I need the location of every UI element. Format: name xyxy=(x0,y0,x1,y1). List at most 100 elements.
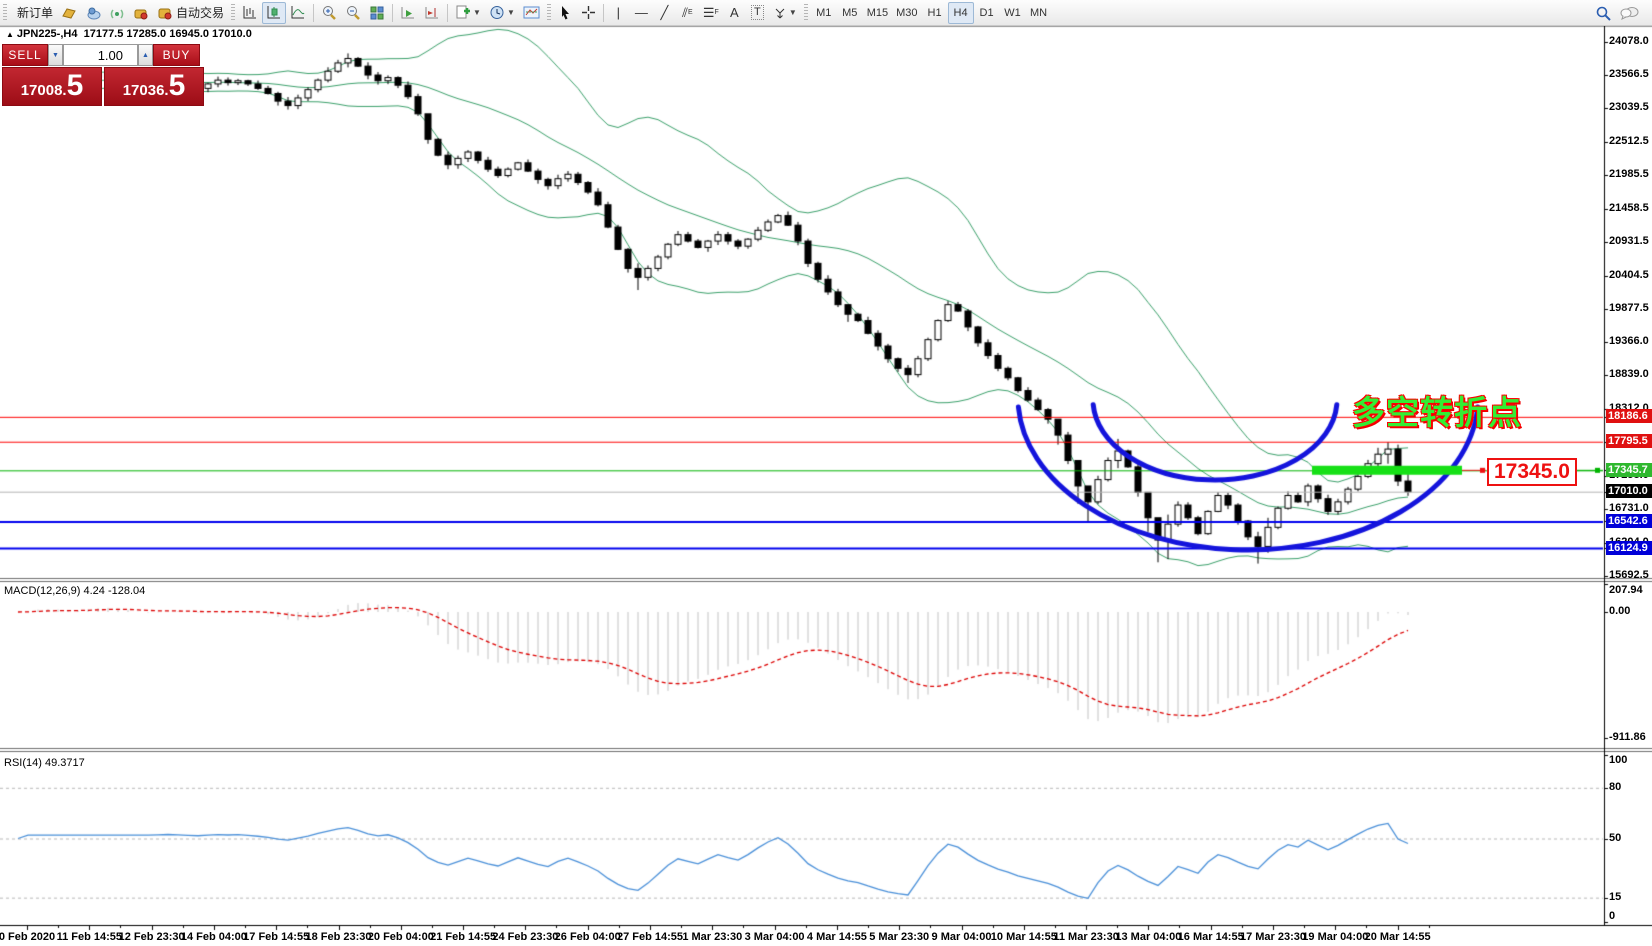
community-button[interactable] xyxy=(81,2,105,24)
new-chart-button[interactable]: ▼ xyxy=(451,2,485,24)
time-axis-label: 20 Mar 14:55 xyxy=(1364,931,1431,943)
crosshair-icon xyxy=(581,6,595,19)
chat-icon xyxy=(1620,7,1639,20)
zoom-out-button[interactable] xyxy=(341,2,365,24)
signals-icon xyxy=(110,9,124,18)
line-chart-button[interactable] xyxy=(286,2,310,24)
time-axis-label: 1 Mar 23:30 xyxy=(682,931,743,943)
signals-button[interactable] xyxy=(105,2,129,24)
toolbar-grip[interactable] xyxy=(231,3,236,22)
price-level-label: 18186.6 xyxy=(1606,409,1652,424)
trendline-tool-button[interactable]: ╱ xyxy=(653,2,676,24)
candlestick-chart-button[interactable] xyxy=(262,1,287,24)
price-tick-label: 19366.0 xyxy=(1609,334,1649,347)
timeframe-button-m1[interactable]: M1 xyxy=(811,2,837,24)
sell-price-big-digit: 5 xyxy=(66,69,84,102)
price-tick-label: 20404.5 xyxy=(1609,268,1649,281)
rsi-tick-label: 50 xyxy=(1609,831,1622,844)
auto-scroll-button[interactable] xyxy=(396,2,420,24)
toolbar-grip[interactable] xyxy=(546,3,551,22)
rsi-value: 49.3717 xyxy=(44,757,85,769)
sell-price-display[interactable]: 17008. 5 xyxy=(2,67,102,106)
rsi-tick-label: 15 xyxy=(1609,890,1622,903)
time-axis-label: 14 Feb 04:00 xyxy=(180,931,247,943)
market-button[interactable] xyxy=(129,2,153,24)
rsi-tick-label: 80 xyxy=(1609,780,1622,793)
price-tick-label: 21985.5 xyxy=(1609,168,1649,181)
search-button[interactable] xyxy=(1591,2,1616,24)
macd-tick-label: 0.00 xyxy=(1609,605,1631,617)
time-axis-label: 11 Mar 23:30 xyxy=(1053,931,1119,943)
crosshair-button[interactable] xyxy=(577,2,600,24)
price-tick-label: 24078.0 xyxy=(1609,35,1649,48)
timeframe-button-h4[interactable]: H4 xyxy=(947,1,974,24)
arrow-shapes-icon xyxy=(775,8,785,18)
macd-title: MACD(12,26,9) xyxy=(4,585,81,597)
autotrading-button[interactable]: 自动交易 xyxy=(153,2,228,24)
time-axis-label: 27 Feb 14:55 xyxy=(616,931,684,943)
timeframe-button-m30[interactable]: M30 xyxy=(892,2,921,24)
cursor-icon xyxy=(562,6,570,20)
chat-button[interactable] xyxy=(1616,2,1644,24)
rsi-tick-label: 100 xyxy=(1609,754,1628,766)
time-axis-label: 9 Mar 04:00 xyxy=(931,931,992,943)
arrows-tool-button[interactable]: ▼ xyxy=(769,2,801,24)
volume-increase-button[interactable]: ▲ xyxy=(138,44,153,66)
horizontal-line-tool-button[interactable]: — xyxy=(630,2,653,24)
chevron-down-icon: ▼ xyxy=(506,8,515,17)
price-level-label: 17795.5 xyxy=(1606,434,1652,449)
price-tick-label: 19877.5 xyxy=(1609,302,1649,315)
symbol-ohlc-values: 17177.5 17285.0 16945.0 17010.0 xyxy=(83,28,252,40)
equidistant-channel-icon: ⫽ xyxy=(682,5,688,20)
text-label-tool-button[interactable]: T xyxy=(746,2,769,24)
time-axis-label: 21 Feb 14:55 xyxy=(430,931,497,943)
buy-price-main: 17036. xyxy=(122,82,169,99)
timeframe-button-m5[interactable]: M5 xyxy=(837,2,863,24)
periods-button[interactable]: ▼ xyxy=(485,2,519,24)
wallet-button[interactable] xyxy=(57,2,81,24)
price-tick-label: 22512.5 xyxy=(1609,134,1649,147)
timeframe-button-mn[interactable]: MN xyxy=(1026,2,1052,24)
channel-tool-button[interactable]: ⫽ E xyxy=(676,2,699,24)
time-axis-label: 18 Feb 23:30 xyxy=(305,931,372,943)
sell-button[interactable]: SELL xyxy=(2,44,48,66)
tile-windows-button[interactable] xyxy=(365,2,389,24)
price-chart-canvas[interactable] xyxy=(0,26,1652,946)
chart-shift-icon xyxy=(425,7,439,19)
triangle-up-icon: ▲ xyxy=(142,51,149,59)
indicators-button[interactable] xyxy=(519,2,544,24)
time-axis-label: 4 Mar 14:55 xyxy=(806,931,867,943)
volume-input[interactable]: 1.00 xyxy=(63,44,138,66)
bar-chart-button[interactable] xyxy=(238,2,262,24)
toolbar-grip[interactable] xyxy=(803,3,808,22)
auto-scroll-icon xyxy=(401,7,415,19)
trendline-price-label[interactable]: 17345.0 xyxy=(1487,458,1577,486)
timeframe-button-h1[interactable]: H1 xyxy=(922,2,948,24)
chart-area: ▲ JPN225-,H4 17177.5 17285.0 16945.0 1701… xyxy=(0,26,1652,946)
macd-tick-label: -911.86 xyxy=(1609,731,1646,743)
cursor-button[interactable] xyxy=(554,2,577,24)
time-axis-label: 13 Mar 04:00 xyxy=(1115,931,1182,943)
fibonacci-tool-button[interactable]: ☰ F xyxy=(699,2,723,24)
price-tick-label: 23039.5 xyxy=(1609,101,1649,114)
turning-point-annotation[interactable]: 多空转折点 xyxy=(1352,394,1522,431)
price-level-label: 17345.7 xyxy=(1606,462,1652,477)
time-axis-label: 10 Mar 14:55 xyxy=(990,931,1057,943)
triangle-down-icon: ▼ xyxy=(52,51,59,59)
new-order-button[interactable]: 新订单 xyxy=(10,2,57,24)
volume-decrease-button[interactable]: ▼ xyxy=(48,44,63,66)
timeframe-button-m15[interactable]: M15 xyxy=(863,2,892,24)
price-tick-label: 21458.5 xyxy=(1609,201,1649,214)
buy-button[interactable]: BUY xyxy=(153,44,200,66)
time-axis-label: 0 Feb 2020 xyxy=(0,931,56,943)
zoom-in-button[interactable] xyxy=(317,2,341,24)
timeframe-button-d1[interactable]: D1 xyxy=(974,2,1000,24)
line-chart-icon xyxy=(291,6,305,19)
autotrading-label: 自动交易 xyxy=(176,6,225,20)
buy-price-display[interactable]: 17036. 5 xyxy=(104,67,204,106)
text-tool-button[interactable]: A xyxy=(723,2,746,24)
toolbar-grip[interactable] xyxy=(3,3,7,22)
vertical-line-tool-button[interactable]: | xyxy=(607,2,630,24)
chart-shift-button[interactable] xyxy=(420,2,444,24)
timeframe-button-w1[interactable]: W1 xyxy=(1000,2,1026,24)
